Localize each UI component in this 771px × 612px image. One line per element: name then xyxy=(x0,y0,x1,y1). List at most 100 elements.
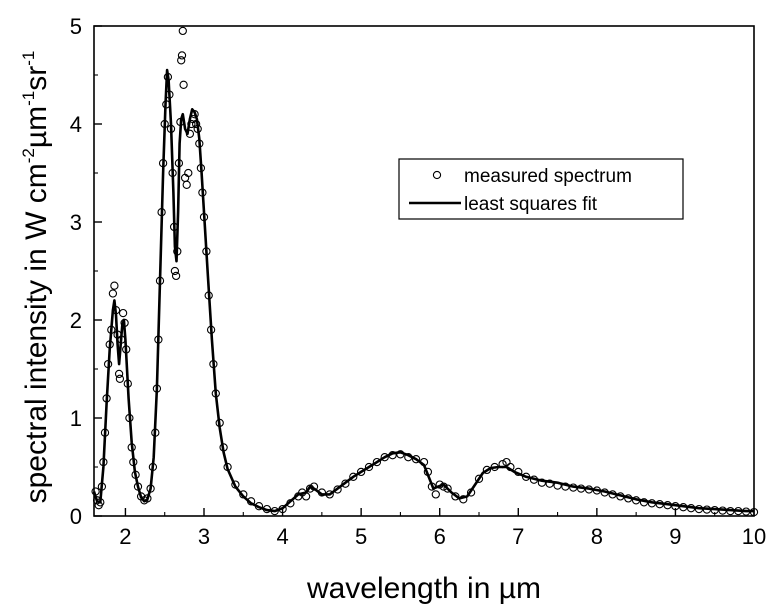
measured-point xyxy=(122,345,131,354)
measured-point xyxy=(206,325,216,334)
measured-point xyxy=(663,501,672,510)
measured-point xyxy=(120,318,129,328)
measured-point xyxy=(423,467,433,477)
x-tick-label: 2 xyxy=(119,524,131,549)
measured-point xyxy=(702,505,712,514)
measured-point xyxy=(223,462,232,472)
measured-point xyxy=(726,506,735,516)
measured-point xyxy=(545,479,554,488)
measured-point xyxy=(191,119,201,129)
measured-point xyxy=(185,129,195,138)
measured-point xyxy=(127,443,136,452)
measured-point xyxy=(459,495,468,504)
measured-point xyxy=(576,484,586,493)
measured-point xyxy=(151,428,160,437)
measured-point xyxy=(177,56,186,65)
measured-point xyxy=(474,474,484,483)
measured-point xyxy=(169,222,179,232)
measured-point xyxy=(174,159,184,168)
measured-point xyxy=(451,492,460,501)
y-axis-title-part: spectral intensity in W cm xyxy=(20,163,53,503)
measured-point xyxy=(133,482,143,491)
measured-point xyxy=(177,51,187,60)
measured-point xyxy=(569,483,578,492)
x-tick-label: 4 xyxy=(276,524,288,549)
x-tick-label: 8 xyxy=(591,524,603,549)
measured-point xyxy=(103,359,113,369)
plot-frame xyxy=(93,25,755,517)
measured-point xyxy=(325,490,334,499)
measured-point xyxy=(215,418,224,428)
measured-point xyxy=(105,340,114,349)
x-tick-label: 5 xyxy=(355,524,367,549)
legend-box xyxy=(398,158,684,220)
measured-point xyxy=(195,139,204,148)
measured-point xyxy=(178,26,187,36)
x-tick-label: 10 xyxy=(742,524,766,549)
measured-point xyxy=(114,369,124,379)
measured-point xyxy=(584,485,594,494)
axis-ticks: 2 3 4 5 6 7 8 9 10 0 1 2 3 4 5 xyxy=(70,14,766,549)
measured-point xyxy=(91,487,100,496)
plot-data-layer xyxy=(91,26,759,517)
measured-point xyxy=(431,490,440,499)
measured-point xyxy=(171,271,181,281)
y-axis-title-superscript: -1 xyxy=(19,51,38,66)
measured-point xyxy=(498,459,507,469)
measured-point xyxy=(616,492,625,501)
measured-point xyxy=(694,504,704,514)
measured-point xyxy=(165,90,174,99)
measured-point xyxy=(631,496,641,505)
y-tick-label: 0 xyxy=(70,504,82,529)
y-axis-title-superscript: -1 xyxy=(19,91,38,106)
y-tick-label: 1 xyxy=(70,406,82,431)
measured-point xyxy=(196,163,206,173)
measured-point xyxy=(686,504,696,513)
measured-point xyxy=(734,506,743,516)
measured-point xyxy=(506,462,515,472)
measured-point xyxy=(356,467,366,477)
measured-point xyxy=(396,450,405,459)
x-tick-label: 6 xyxy=(434,524,446,549)
y-tick-label: 3 xyxy=(70,210,82,235)
measured-point xyxy=(380,453,389,462)
measured-point xyxy=(317,488,327,497)
y-axis-title: spectral intensity in W cm-2µm-1sr-1 xyxy=(19,51,53,504)
measured-point xyxy=(99,457,108,467)
measured-point xyxy=(679,503,688,512)
measured-point xyxy=(718,506,727,515)
measured-point xyxy=(125,413,134,423)
measured-point xyxy=(600,488,609,497)
measured-point xyxy=(624,494,633,503)
measured-point xyxy=(254,502,264,511)
measured-point xyxy=(160,119,169,129)
measured-point xyxy=(148,462,158,472)
measured-point xyxy=(561,482,570,491)
measured-point xyxy=(553,481,562,490)
measured-point xyxy=(270,506,279,516)
measured-point xyxy=(262,504,272,514)
measured-point xyxy=(219,443,228,452)
y-tick-label: 5 xyxy=(70,14,82,39)
measured-point xyxy=(176,117,185,127)
x-axis-title: wavelength in µm xyxy=(306,572,541,605)
measured-point xyxy=(173,247,182,256)
measured-point xyxy=(163,72,173,82)
measured-point xyxy=(537,478,547,487)
measured-point xyxy=(198,188,207,197)
measured-point xyxy=(435,480,444,489)
measured-point xyxy=(309,482,319,491)
measured-point xyxy=(190,110,199,119)
legend-label-fit: least squares fit xyxy=(464,194,598,215)
measured-point xyxy=(152,384,162,393)
measured-point xyxy=(193,124,202,134)
measured-point xyxy=(155,276,165,285)
measured-point xyxy=(96,498,105,507)
measured-point xyxy=(157,208,166,217)
measured-point xyxy=(490,462,499,472)
measured-point xyxy=(349,472,358,481)
legend-marker-measured xyxy=(432,170,442,180)
measured-point xyxy=(143,494,152,503)
measured-point xyxy=(162,100,171,109)
